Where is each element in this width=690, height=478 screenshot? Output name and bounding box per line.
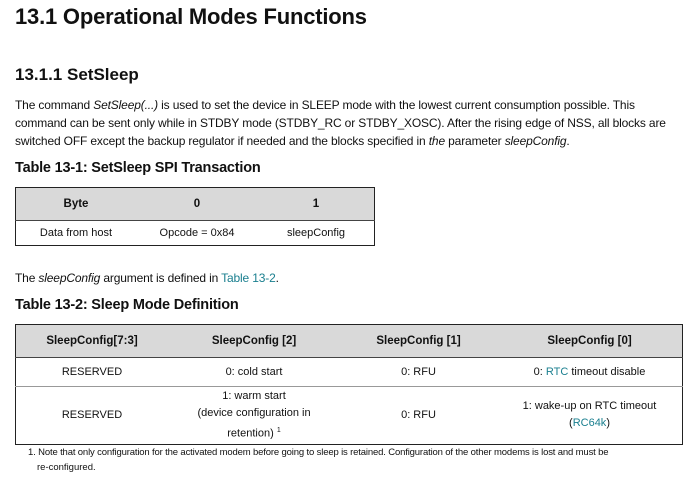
cell: Opcode = 0x84 — [136, 220, 258, 246]
text: ) — [606, 417, 610, 430]
text: is used to set the device in SLEEP mode … — [157, 98, 635, 112]
header-cell: SleepConfig [2] — [168, 324, 340, 358]
cell: RESERVED — [15, 357, 168, 387]
table-header-row: SleepConfig[7:3] SleepConfig [2] SleepCo… — [15, 324, 683, 358]
cell: sleepConfig — [258, 220, 375, 246]
paragraph-line-1: The command SetSleep(...) is used to set… — [15, 98, 635, 112]
footnote-ref[interactable]: 1 — [276, 427, 281, 434]
text: parameter — [444, 134, 505, 148]
param-name: sleepConfig — [504, 134, 567, 148]
table-reference-sentence: The sleepConfig argument is defined in T… — [15, 271, 279, 285]
subsection-heading: 13.1.1 SetSleep — [15, 65, 139, 84]
header-cell: 0 — [136, 187, 258, 221]
header-cell: Byte — [15, 187, 136, 221]
cell: Data from host — [15, 220, 136, 246]
header-cell: SleepConfig[7:3] — [15, 324, 168, 358]
text: . — [566, 134, 570, 148]
table2: SleepConfig[7:3] SleepConfig [2] SleepCo… — [15, 324, 683, 445]
paragraph-line-3: switched OFF except the backup regulator… — [15, 134, 570, 148]
text: 0: — [533, 366, 546, 378]
text: the — [428, 134, 445, 148]
header-cell: SleepConfig [0] — [497, 324, 683, 358]
text: retention) — [227, 427, 274, 440]
text: argument is defined in — [100, 271, 222, 285]
table-13-2-link[interactable]: Table 13-2 — [221, 271, 276, 285]
cell: RESERVED — [15, 386, 168, 445]
footnote-line-2: re-configured. — [37, 462, 96, 473]
command-name: SetSleep(...) — [93, 98, 158, 112]
table-header-row: Byte 0 1 — [15, 187, 375, 221]
cell: 1: wake-up on RTC timeout (RC64k) — [497, 386, 683, 445]
cell: 0: RTC timeout disable — [497, 357, 683, 387]
table1-title: Table 13-1: SetSleep SPI Transaction — [15, 160, 261, 176]
text: 1: wake-up on RTC timeout — [522, 400, 657, 413]
cell: 0: RFU — [340, 386, 497, 445]
text: timeout disable — [568, 366, 646, 378]
table1: Byte 0 1 Data from host Opcode = 0x84 sl… — [15, 187, 375, 246]
cell: 0: cold start — [168, 357, 340, 387]
header-cell: 1 — [258, 187, 375, 221]
text: (device configuration in — [197, 407, 311, 419]
section-heading: 13.1 Operational Modes Functions — [15, 4, 367, 29]
text: The command — [15, 98, 94, 112]
table2-title: Table 13-2: Sleep Mode Definition — [15, 297, 239, 313]
table-row: RESERVED 1: warm start (device configurat… — [15, 386, 683, 445]
text: . — [275, 271, 279, 285]
cell: 1: warm start (device configuration in ret… — [168, 386, 340, 445]
text: (RC64k) — [498, 415, 681, 432]
text: 1: warm start — [222, 390, 286, 402]
table-row: RESERVED 0: cold start 0: RFU 0: RTC tim… — [15, 357, 683, 387]
text: ( — [569, 417, 573, 430]
table-row: Data from host Opcode = 0x84 sleepConfig — [15, 220, 375, 246]
footnote-line-1: 1. Note that only configuration for the … — [28, 447, 609, 458]
text: The — [15, 271, 39, 285]
paragraph-line-2: command can be sent only while in STDBY … — [15, 116, 666, 130]
cell: 0: RFU — [340, 357, 497, 387]
rtc-link[interactable]: RTC — [545, 366, 569, 378]
param-name: sleepConfig — [38, 271, 101, 285]
header-cell: SleepConfig [1] — [340, 324, 497, 358]
text: switched OFF except the backup regulator… — [15, 134, 429, 148]
rc64k-link[interactable]: RC64k — [572, 417, 607, 430]
text: retention) 1 — [169, 422, 339, 443]
